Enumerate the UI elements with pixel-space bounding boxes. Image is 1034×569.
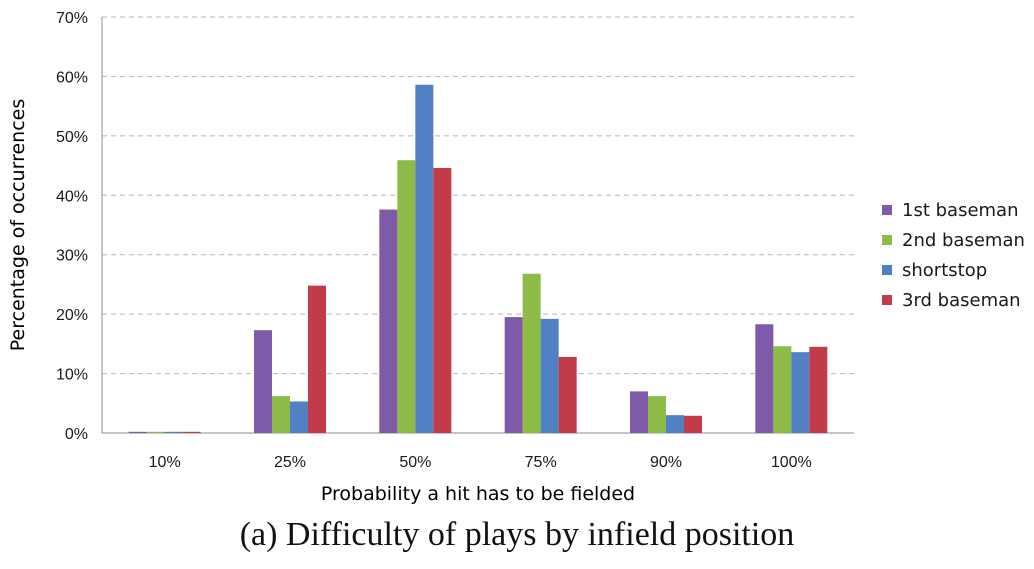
y-tick-labels: 0% 10% 20% 30% 40% 50% 60% 70% [56,10,88,443]
bar-1st-baseman [630,391,648,433]
bar-shortstop [666,415,684,433]
legend-label: 1st baseman [902,200,1019,221]
y-tick-label: 10% [56,367,88,384]
legend-swatch [882,235,892,245]
bar-1st-baseman [755,324,774,433]
legend-label: 3rd baseman [902,290,1021,311]
axes [101,17,854,434]
x-tick-label: 90% [650,454,682,471]
bar-1st-baseman [128,431,147,433]
bar-2nd-baseman [773,346,792,433]
x-tick-label: 100% [771,454,812,471]
x-tick-label: 75% [525,454,557,471]
bar-2nd-baseman [522,273,541,433]
y-tick-label: 20% [56,307,88,324]
x-axis-title: Probability a hit has to be fielded [321,483,635,505]
bar-2nd-baseman [397,160,416,434]
bars [128,84,828,434]
x-tick-labels: 10% 25% 50% 75% 90% 100% [149,454,812,471]
y-tick-label: 70% [56,10,88,27]
bar-3rd-baseman [182,431,201,433]
bar-shortstop [290,401,308,433]
bar-3rd-baseman [308,285,326,433]
y-tick-label: 60% [56,69,88,86]
figure-caption: (a) Difficulty of plays by infield posit… [239,516,795,553]
bar-2nd-baseman [272,396,290,433]
bar-1st-baseman [379,209,398,433]
bar-shortstop [540,318,559,433]
y-tick-label: 30% [56,248,88,265]
gridlines [102,16,854,375]
bar-3rd-baseman [558,356,577,433]
bar-1st-baseman [504,317,523,433]
x-tick-label: 25% [274,454,306,471]
x-tick-label: 10% [149,454,181,471]
legend-swatch [882,205,892,215]
legend: 1st baseman 2nd baseman shortstop 3rd basem… [882,200,1025,311]
bar-2nd-baseman [648,396,666,433]
bar-2nd-baseman [146,431,165,433]
bar-1st-baseman [254,330,272,433]
bar-chart: 0%10%20%30%40%50%60%70% 10% 25% 50% 75% 90% 1… [7,10,1025,505]
bar-3rd-baseman [809,346,828,433]
legend-label: 2nd baseman [902,230,1025,251]
legend-swatch [882,265,892,275]
y-tick-label: 0% [65,426,88,443]
bar-shortstop [415,84,434,434]
bar-3rd-baseman [684,415,702,433]
y-tick-label: 50% [56,129,88,146]
bar-shortstop [164,431,183,433]
y-axis-title: Percentage of occurrences [7,99,29,351]
y-tick-label: 40% [56,188,88,205]
bar-shortstop [791,352,810,433]
bar-3rd-baseman [433,167,452,433]
x-tick-label: 50% [399,454,431,471]
legend-label: shortstop [902,260,987,281]
legend-swatch [882,295,892,305]
